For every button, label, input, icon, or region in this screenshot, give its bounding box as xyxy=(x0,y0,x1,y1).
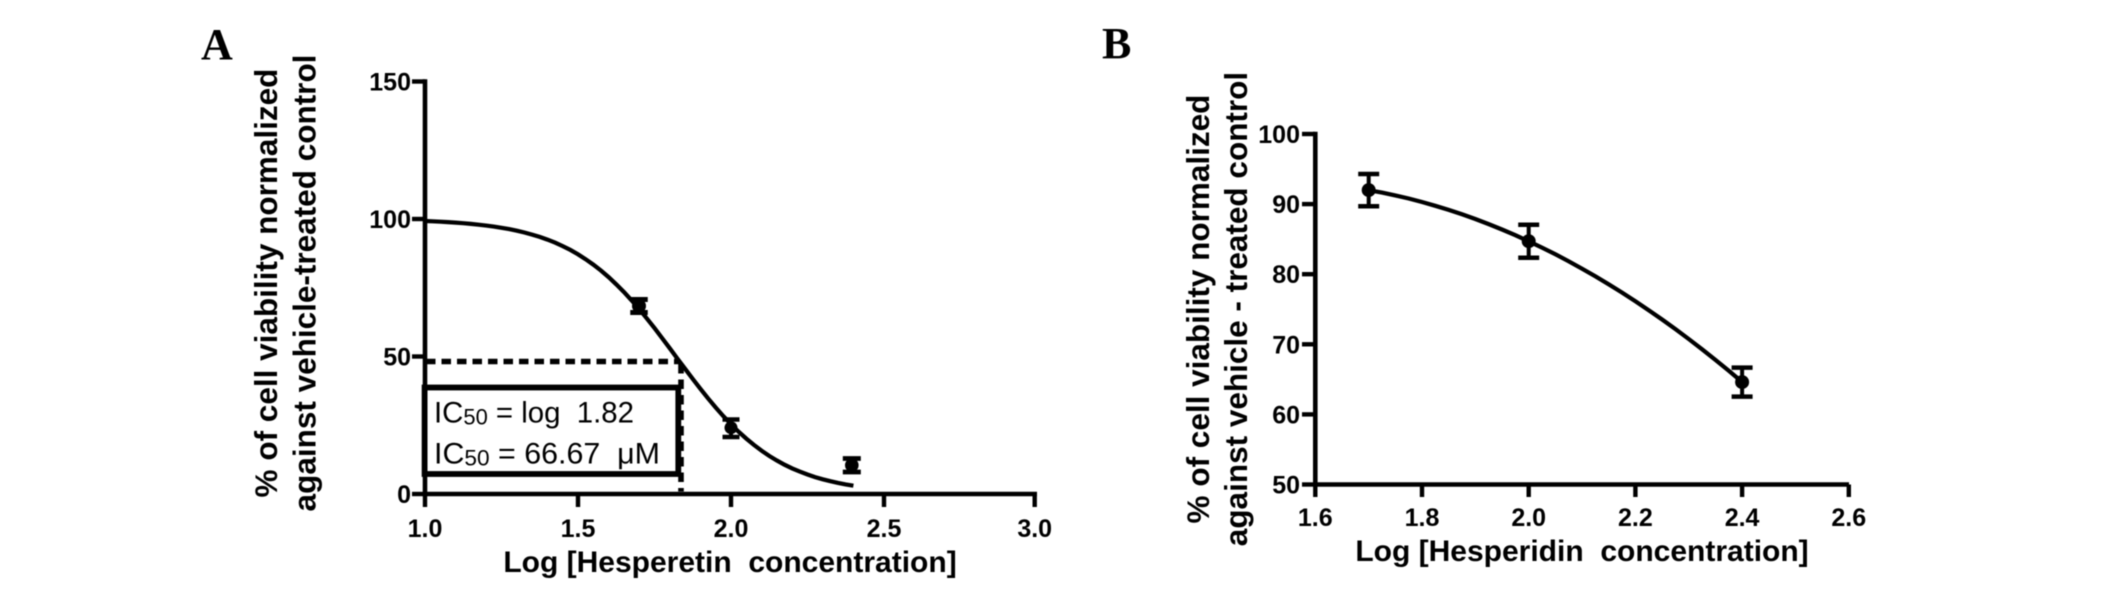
svg-text:1.8: 1.8 xyxy=(1405,504,1440,532)
svg-text:3.0: 3.0 xyxy=(1017,515,1052,543)
svg-text:against vehicle-treated contro: against vehicle-treated control xyxy=(287,55,323,512)
svg-text:2.6: 2.6 xyxy=(1831,504,1866,532)
svg-text:2.0: 2.0 xyxy=(1511,504,1546,532)
svg-text:1.0: 1.0 xyxy=(408,515,443,543)
svg-text:2.4: 2.4 xyxy=(1725,504,1760,532)
svg-text:against vehicle - treated cont: against vehicle - treated control xyxy=(1218,72,1254,546)
svg-text:150: 150 xyxy=(369,69,411,97)
svg-text:Log [Hesperidin concentration: Log [Hesperidin concentration] xyxy=(1355,535,1808,568)
svg-text:70: 70 xyxy=(1272,331,1300,359)
svg-text:% of cell viability normalized: % of cell viability normalized xyxy=(248,69,284,498)
svg-text:% of cell viability normalized: % of cell viability normalized xyxy=(1180,95,1216,524)
svg-text:50: 50 xyxy=(383,344,411,372)
svg-text:B: B xyxy=(1102,19,1131,68)
svg-text:1.6: 1.6 xyxy=(1298,504,1333,532)
svg-text:80: 80 xyxy=(1272,261,1300,289)
svg-text:2.2: 2.2 xyxy=(1618,504,1653,532)
svg-text:0: 0 xyxy=(397,481,411,509)
svg-text:60: 60 xyxy=(1272,401,1300,429)
svg-text:90: 90 xyxy=(1272,191,1300,219)
svg-text:IC50 = log 1.82: IC50 = log 1.82 xyxy=(434,397,634,430)
svg-text:50: 50 xyxy=(1272,472,1300,500)
svg-text:100: 100 xyxy=(369,206,411,234)
svg-text:100: 100 xyxy=(1258,121,1300,149)
svg-text:2.0: 2.0 xyxy=(714,515,749,543)
svg-text:1.5: 1.5 xyxy=(561,515,596,543)
svg-text:A: A xyxy=(201,20,233,69)
svg-text:2.5: 2.5 xyxy=(867,515,902,543)
svg-text:Log [Hesperetin concentration: Log [Hesperetin concentration] xyxy=(503,546,956,579)
